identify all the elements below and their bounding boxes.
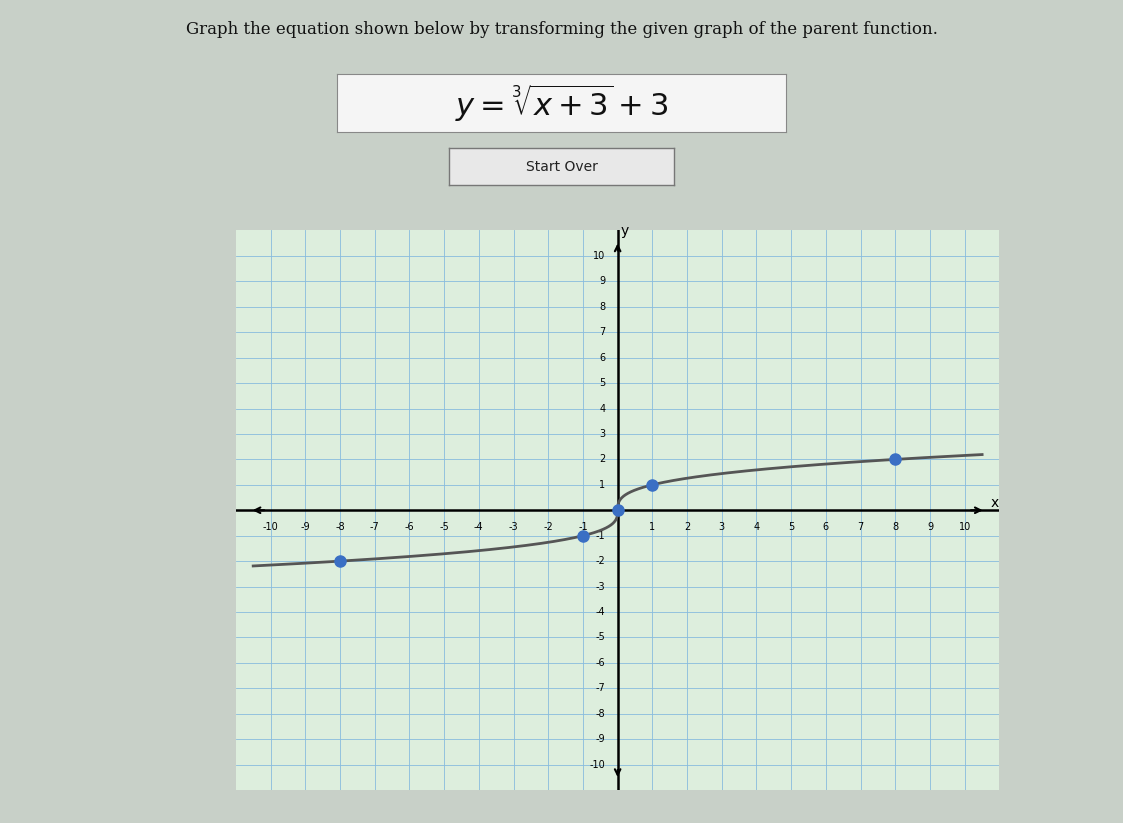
- Text: -2: -2: [544, 522, 554, 532]
- Text: -10: -10: [263, 522, 279, 532]
- Text: 10: 10: [959, 522, 971, 532]
- Text: -6: -6: [404, 522, 414, 532]
- Text: -3: -3: [596, 582, 605, 592]
- Text: 9: 9: [926, 522, 933, 532]
- Text: 7: 7: [858, 522, 864, 532]
- Text: -5: -5: [439, 522, 449, 532]
- Text: y: y: [621, 224, 629, 238]
- Text: -1: -1: [596, 531, 605, 541]
- Text: -6: -6: [596, 658, 605, 668]
- Text: -9: -9: [301, 522, 310, 532]
- Text: Start Over: Start Over: [526, 160, 597, 174]
- Text: 3: 3: [719, 522, 724, 532]
- Text: 6: 6: [823, 522, 829, 532]
- Text: 3: 3: [600, 429, 605, 439]
- Text: -1: -1: [578, 522, 587, 532]
- Text: -5: -5: [595, 632, 605, 643]
- Text: -8: -8: [596, 709, 605, 718]
- Text: 2: 2: [600, 454, 605, 464]
- Text: Graph the equation shown below by transforming the given graph of the parent fun: Graph the equation shown below by transf…: [185, 21, 938, 38]
- Text: -3: -3: [509, 522, 519, 532]
- Text: 4: 4: [754, 522, 759, 532]
- Text: 1: 1: [600, 480, 605, 490]
- Text: 7: 7: [600, 328, 605, 337]
- Text: -8: -8: [335, 522, 345, 532]
- Text: 5: 5: [600, 378, 605, 388]
- Text: $y = \sqrt[3]{x+3}+3$: $y = \sqrt[3]{x+3}+3$: [455, 82, 668, 123]
- Text: 1: 1: [649, 522, 656, 532]
- Text: -7: -7: [595, 683, 605, 693]
- Text: 2: 2: [684, 522, 691, 532]
- Text: -10: -10: [590, 760, 605, 770]
- Text: 9: 9: [600, 277, 605, 286]
- Text: -4: -4: [596, 607, 605, 617]
- Text: -2: -2: [595, 556, 605, 566]
- Text: 6: 6: [600, 352, 605, 363]
- Text: -4: -4: [474, 522, 484, 532]
- Text: 4: 4: [600, 403, 605, 413]
- Text: 10: 10: [593, 251, 605, 261]
- Text: -7: -7: [369, 522, 380, 532]
- Text: x: x: [990, 495, 999, 509]
- Text: 8: 8: [893, 522, 898, 532]
- Text: -9: -9: [596, 734, 605, 744]
- Text: 5: 5: [788, 522, 794, 532]
- Text: 8: 8: [600, 302, 605, 312]
